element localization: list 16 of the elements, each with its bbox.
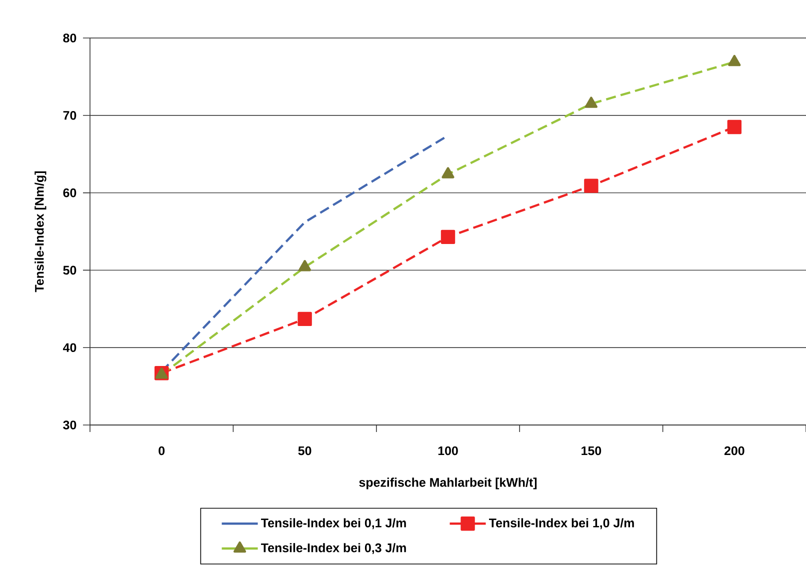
x-tick-label: 50 [298, 446, 312, 456]
y-tick-label: 80 [63, 34, 76, 42]
y-tick-label: 40 [62, 343, 76, 352]
y-tick-label: 50 [63, 266, 76, 275]
x-tick-label: 150 [582, 446, 602, 456]
y-tick-label: 60 [63, 188, 76, 198]
legend-label: Tensile-Index bei 0,1 J/m [261, 518, 406, 530]
y-tick-label: 70 [63, 110, 76, 120]
y-tick-label: 30 [63, 420, 76, 430]
legend-label: Tensile-Index bei 0,3 J/m [261, 543, 406, 554]
x-tick-label: 100 [438, 446, 458, 456]
x-tick-label: 0 [158, 446, 165, 456]
x-axis-title: spezifische Mahlarbeit [kWh/t] [359, 478, 537, 490]
x-tick-label: 200 [724, 446, 744, 456]
y-axis-title: Tensile-Index [Nm/g] [34, 171, 46, 292]
legend-label: Tensile-Index bei 1,0 J/m [489, 518, 634, 530]
